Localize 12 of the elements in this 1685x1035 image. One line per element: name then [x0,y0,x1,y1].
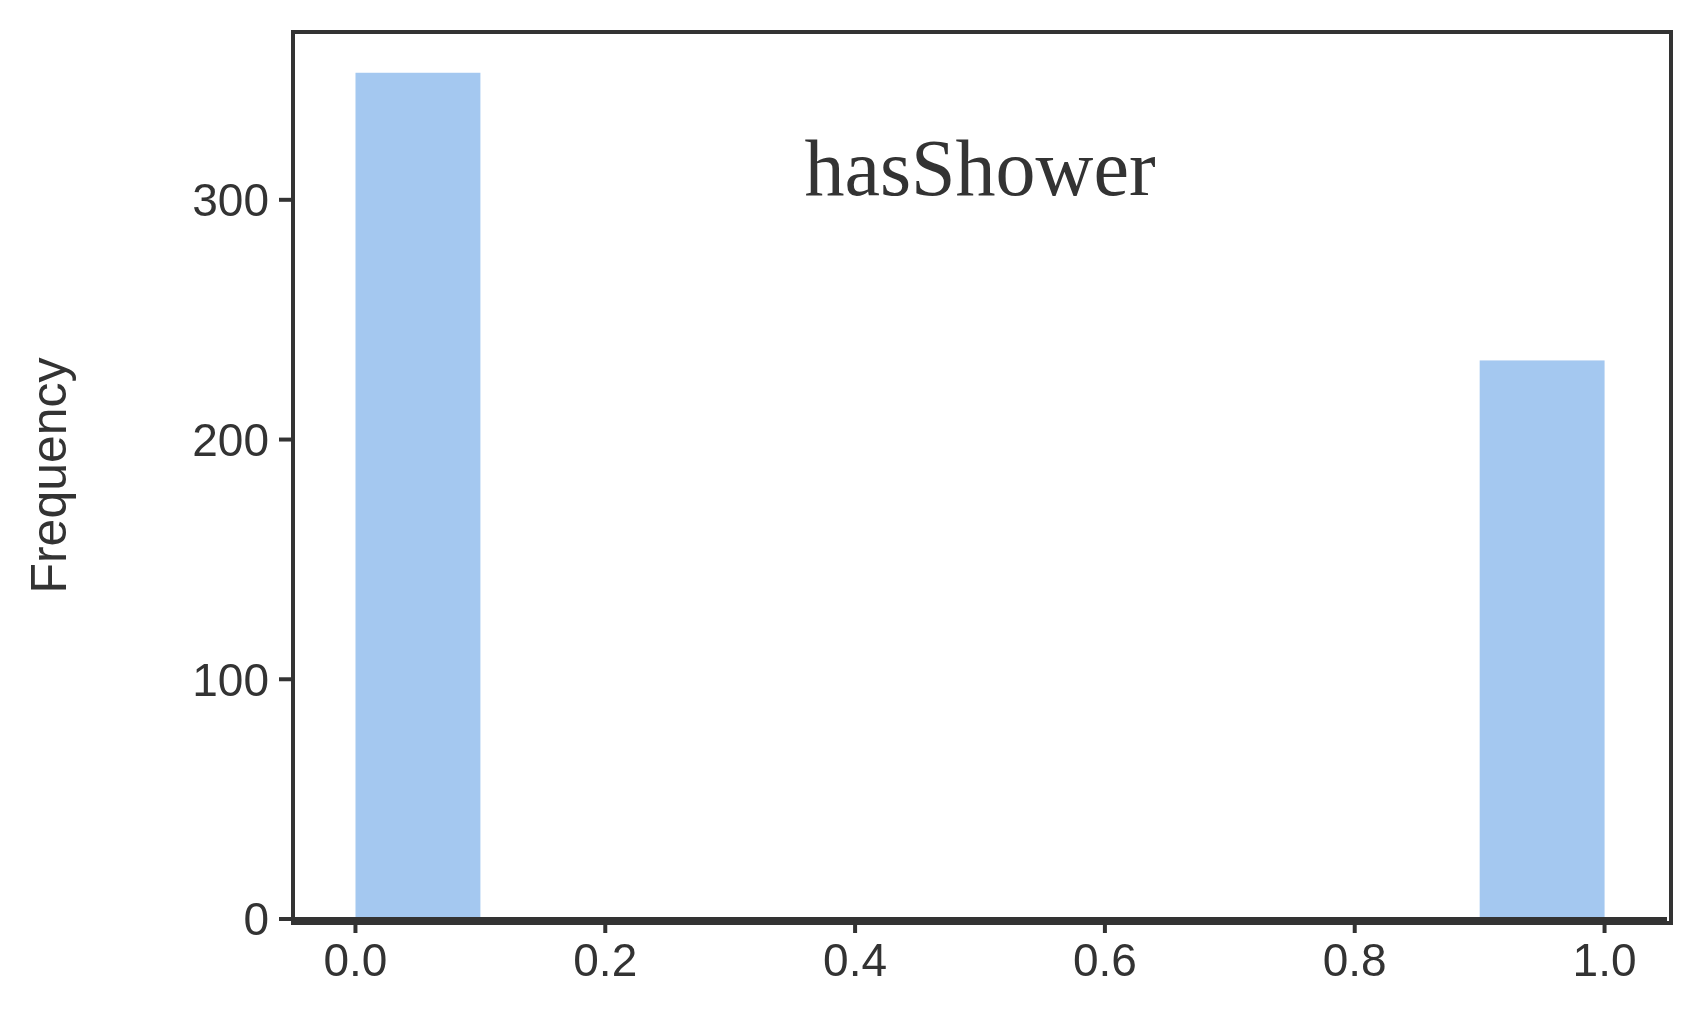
x-tick-label: 0.6 [1072,933,1137,986]
x-tick-label: 1.0 [1572,933,1637,986]
x-tick-label: 0.0 [323,933,388,986]
x-tick-label: 0.8 [1322,933,1387,986]
y-axis-title: Frequency [20,357,77,594]
y-tick-label: 0 [243,893,269,946]
y-tick-label: 100 [192,653,269,706]
text: hasShower [803,124,1157,212]
x-tick-label: 0.4 [823,933,888,986]
y-tick-label: 200 [192,413,269,466]
x-tick-label: 0.2 [573,933,638,986]
y-tick-label: 300 [192,174,269,227]
